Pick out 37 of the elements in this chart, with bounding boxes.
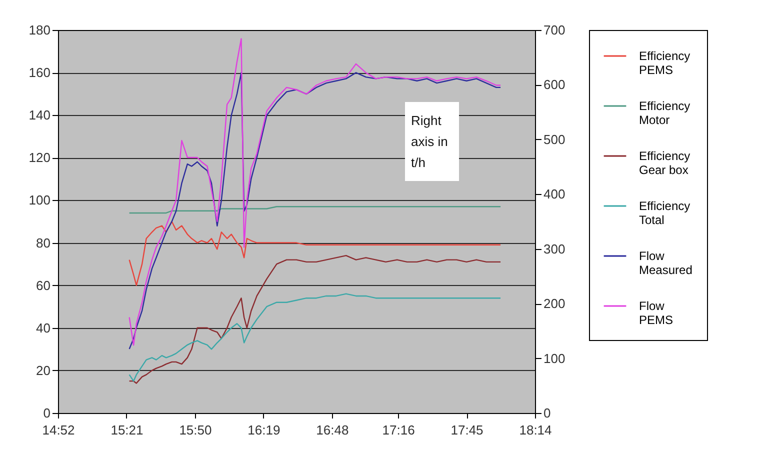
annotation: Right axis in t/h (405, 102, 459, 181)
y-tick-label: 60 (36, 278, 50, 293)
y-tick-label: 40 (36, 320, 50, 336)
x-tick-label: 18:14 (519, 422, 552, 438)
y-tick-label: 140 (28, 108, 50, 123)
y2-tick-label: 200 (544, 296, 566, 312)
line-series (128, 220, 502, 286)
x-tick-label: 17:16 (382, 422, 415, 438)
y2-tick-label: 100 (544, 350, 566, 366)
legend-label: Efficiency Total (639, 199, 690, 227)
legend-label: Efficiency Motor (639, 99, 690, 127)
legend-label: Flow PEMS (639, 299, 674, 327)
line-series (128, 293, 502, 382)
y2-tick-label: 500 (544, 132, 566, 147)
y-tick-label: 0 (43, 406, 50, 420)
x-tick-label: 14:52 (42, 422, 75, 438)
x-tick-label: 15:50 (179, 422, 212, 438)
x-tick-label: 15:21 (110, 422, 144, 438)
y2-tick-label: 400 (544, 186, 566, 202)
y-tick-label: 180 (28, 22, 50, 38)
y-tick-label: 20 (36, 362, 50, 378)
line-series (128, 254, 502, 384)
y2-tick-label: 600 (544, 77, 566, 92)
y-tick-label: 120 (28, 150, 50, 166)
legend-label: Flow Measured (639, 249, 692, 277)
legend-label: Efficiency PEMS (639, 49, 690, 77)
y2-tick-label: 0 (544, 406, 551, 420)
legend-label: Efficiency Gear box (639, 149, 690, 177)
y2-tick-label: 700 (544, 22, 566, 38)
x-tick-label: 16:19 (248, 422, 280, 438)
x-tick-label: 16:48 (316, 422, 349, 438)
y-tick-label: 160 (28, 65, 50, 80)
line-series (128, 206, 502, 214)
y-tick-label: 100 (28, 192, 50, 208)
x-tick-label: 17:45 (450, 422, 484, 438)
y-tick-label: 80 (36, 235, 50, 250)
y2-tick-label: 300 (544, 241, 566, 256)
